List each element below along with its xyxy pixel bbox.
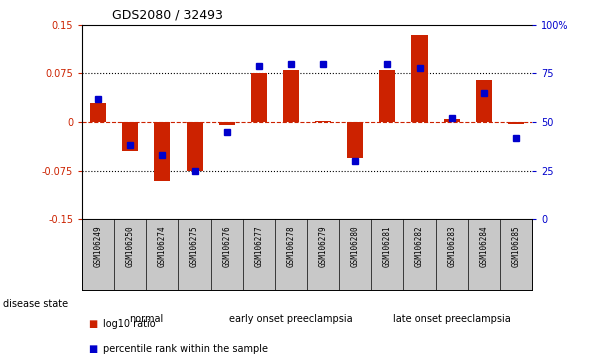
Text: GSM106285: GSM106285	[511, 225, 520, 267]
Text: GSM106284: GSM106284	[479, 225, 488, 267]
Text: GSM106283: GSM106283	[447, 225, 456, 267]
Text: GSM106282: GSM106282	[415, 225, 424, 267]
Text: GSM106276: GSM106276	[222, 225, 231, 267]
Bar	[379, 70, 395, 122]
Bar	[250, 73, 267, 122]
Text: early onset preeclampsia: early onset preeclampsia	[229, 314, 353, 324]
Text: ■: ■	[88, 319, 97, 329]
Bar	[315, 121, 331, 122]
Text: ■: ■	[88, 344, 97, 354]
Bar	[347, 122, 363, 158]
Bar	[412, 34, 427, 122]
Bar	[187, 122, 202, 171]
Text: GSM106250: GSM106250	[126, 225, 135, 267]
Text: normal: normal	[130, 314, 164, 324]
Bar	[122, 122, 138, 152]
Bar	[219, 122, 235, 125]
Text: GSM106278: GSM106278	[286, 225, 295, 267]
Text: GSM106277: GSM106277	[254, 225, 263, 267]
Text: GSM106274: GSM106274	[158, 225, 167, 267]
Text: GSM106279: GSM106279	[319, 225, 328, 267]
Text: GSM106280: GSM106280	[351, 225, 360, 267]
Text: log10 ratio: log10 ratio	[103, 319, 156, 329]
Bar	[90, 103, 106, 122]
Text: GSM106249: GSM106249	[94, 225, 103, 267]
Text: percentile rank within the sample: percentile rank within the sample	[103, 344, 268, 354]
Text: late onset preeclampsia: late onset preeclampsia	[393, 314, 511, 324]
Bar	[475, 80, 492, 122]
Text: disease state: disease state	[3, 299, 68, 309]
Bar	[154, 122, 170, 181]
Bar	[508, 122, 524, 124]
Bar	[283, 70, 299, 122]
Text: GSM106275: GSM106275	[190, 225, 199, 267]
Text: GDS2080 / 32493: GDS2080 / 32493	[112, 8, 223, 21]
Bar	[444, 119, 460, 122]
Text: GSM106281: GSM106281	[383, 225, 392, 267]
